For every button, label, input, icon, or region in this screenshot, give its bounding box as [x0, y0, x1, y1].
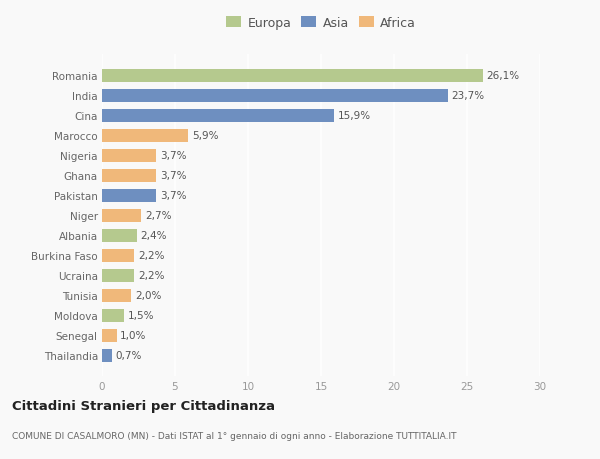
Text: 2,2%: 2,2%: [138, 270, 164, 280]
Text: 2,7%: 2,7%: [145, 211, 172, 221]
Bar: [102, 329, 116, 342]
Bar: [102, 110, 334, 123]
Text: 0,7%: 0,7%: [116, 350, 142, 360]
Legend: Europa, Asia, Africa: Europa, Asia, Africa: [223, 13, 419, 34]
Bar: [102, 70, 483, 83]
Bar: [102, 169, 156, 182]
Text: 2,2%: 2,2%: [138, 251, 164, 261]
Text: 26,1%: 26,1%: [487, 71, 520, 81]
Bar: [102, 209, 142, 222]
Text: 3,7%: 3,7%: [160, 171, 186, 181]
Text: Cittadini Stranieri per Cittadinanza: Cittadini Stranieri per Cittadinanza: [12, 399, 275, 412]
Text: 3,7%: 3,7%: [160, 151, 186, 161]
Bar: [102, 90, 448, 102]
Bar: [102, 129, 188, 142]
Bar: [102, 249, 134, 262]
Text: COMUNE DI CASALMORO (MN) - Dati ISTAT al 1° gennaio di ogni anno - Elaborazione : COMUNE DI CASALMORO (MN) - Dati ISTAT al…: [12, 431, 457, 441]
Bar: [102, 150, 156, 162]
Text: 23,7%: 23,7%: [452, 91, 485, 101]
Bar: [102, 349, 112, 362]
Text: 3,7%: 3,7%: [160, 191, 186, 201]
Text: 2,0%: 2,0%: [135, 291, 161, 301]
Text: 5,9%: 5,9%: [192, 131, 218, 141]
Bar: [102, 269, 134, 282]
Bar: [102, 289, 131, 302]
Text: 1,5%: 1,5%: [128, 310, 154, 320]
Bar: [102, 189, 156, 202]
Text: 15,9%: 15,9%: [338, 111, 371, 121]
Bar: [102, 229, 137, 242]
Text: 1,0%: 1,0%: [120, 330, 146, 340]
Bar: [102, 309, 124, 322]
Text: 2,4%: 2,4%: [140, 231, 167, 241]
